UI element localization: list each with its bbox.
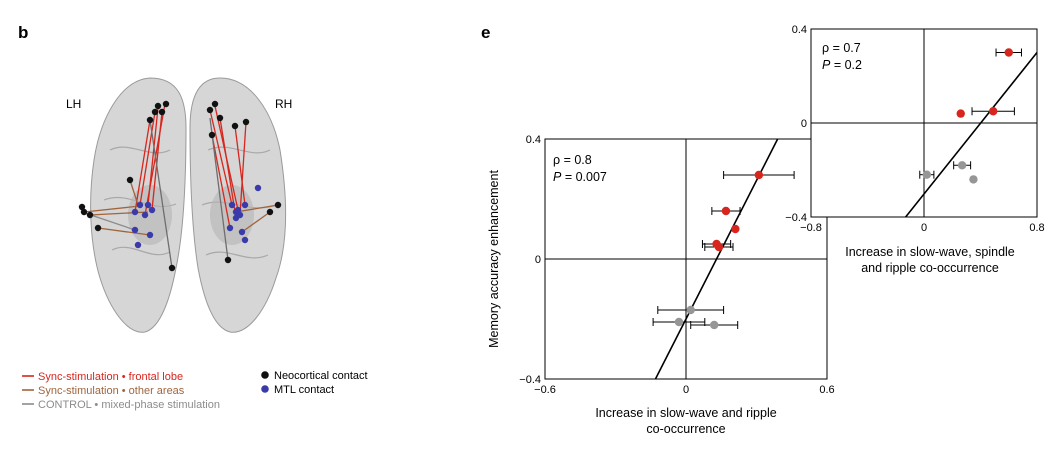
y-tick-label: 0 — [535, 254, 541, 266]
brain-illustration — [78, 77, 287, 333]
x-axis-title-line2: co-occurrence — [646, 422, 725, 436]
legend-label-control: CONTROL • mixed-phase stimulation — [38, 399, 220, 411]
regression-line — [654, 138, 779, 380]
legend-dots: Neocortical contact MTL contact — [261, 370, 368, 396]
data-point-gray — [686, 305, 695, 315]
neocortical-contacts — [78, 100, 282, 272]
hemisphere-label-right: RH — [275, 97, 292, 111]
legend-lines: Sync-stimulation • frontal lobe Sync-sti… — [22, 371, 220, 411]
mtl-contacts — [131, 184, 262, 249]
data-point-gray — [969, 175, 978, 184]
stat-p: P = 0.2 — [822, 58, 862, 72]
legend-label-mtl: MTL contact — [274, 384, 334, 396]
data-point-red — [956, 109, 965, 118]
x-axis-title-line1: Increase in slow-wave, spindle — [845, 245, 1015, 259]
stat-rho: ρ = 0.8 — [553, 153, 592, 167]
data-point-red — [731, 224, 740, 234]
y-tick-label: −0.4 — [785, 212, 807, 224]
data-point-red — [754, 170, 764, 180]
legend-label-frontal: Sync-stimulation • frontal lobe — [38, 371, 183, 383]
x-tick-label: −0.6 — [534, 384, 556, 396]
regression-line — [905, 52, 1038, 218]
stat-p: P = 0.007 — [553, 170, 607, 184]
data-point-gray — [674, 317, 684, 327]
x-tick-label: −0.8 — [800, 222, 822, 234]
x-tick-label: 0 — [683, 384, 689, 396]
stat-rho: ρ = 0.7 — [822, 41, 861, 55]
data-point-red — [714, 242, 724, 252]
x-tick-label: 0 — [921, 222, 927, 234]
data-point-gray — [710, 320, 719, 330]
stimulation-connections — [81, 103, 279, 269]
data-point-red — [989, 107, 998, 116]
hemisphere-label-left: LH — [66, 97, 81, 111]
data-point-red — [721, 206, 731, 216]
x-tick-label: 0.8 — [1029, 222, 1044, 234]
panel-letter-b: b — [18, 23, 28, 42]
y-axis-title: Memory accuracy enhancement — [487, 170, 501, 348]
x-axis-title-line1: Increase in slow-wave and ripple — [595, 406, 776, 420]
y-tick-label: −0.4 — [519, 374, 541, 386]
data-point-gray — [957, 161, 967, 170]
y-tick-label: 0 — [801, 118, 807, 130]
y-tick-label: 0.4 — [526, 134, 541, 146]
data-point-gray — [922, 170, 932, 179]
data-point-red — [1004, 48, 1013, 57]
y-tick-label: 0.4 — [792, 24, 807, 36]
x-tick-label: 0.6 — [819, 384, 834, 396]
legend-dot-neocortical — [261, 371, 269, 379]
scatter-chart-ripple: −0.6 0 0.6 0.4 0 −0.4 ρ = 0.8 P = 0.007 Incr… — [487, 134, 835, 436]
legend-label-other: Sync-stimulation • other areas — [38, 385, 185, 397]
x-axis-title-line2: and ripple co-occurrence — [861, 261, 999, 275]
panel-letter-e: e — [481, 23, 490, 42]
scatter-chart-spindle: −0.8 0 0.8 0.4 0 −0.4 ρ = 0.7 P = 0.2 Increa… — [785, 24, 1044, 275]
legend-dot-mtl — [261, 385, 269, 393]
legend-label-neocortical: Neocortical contact — [274, 370, 368, 382]
